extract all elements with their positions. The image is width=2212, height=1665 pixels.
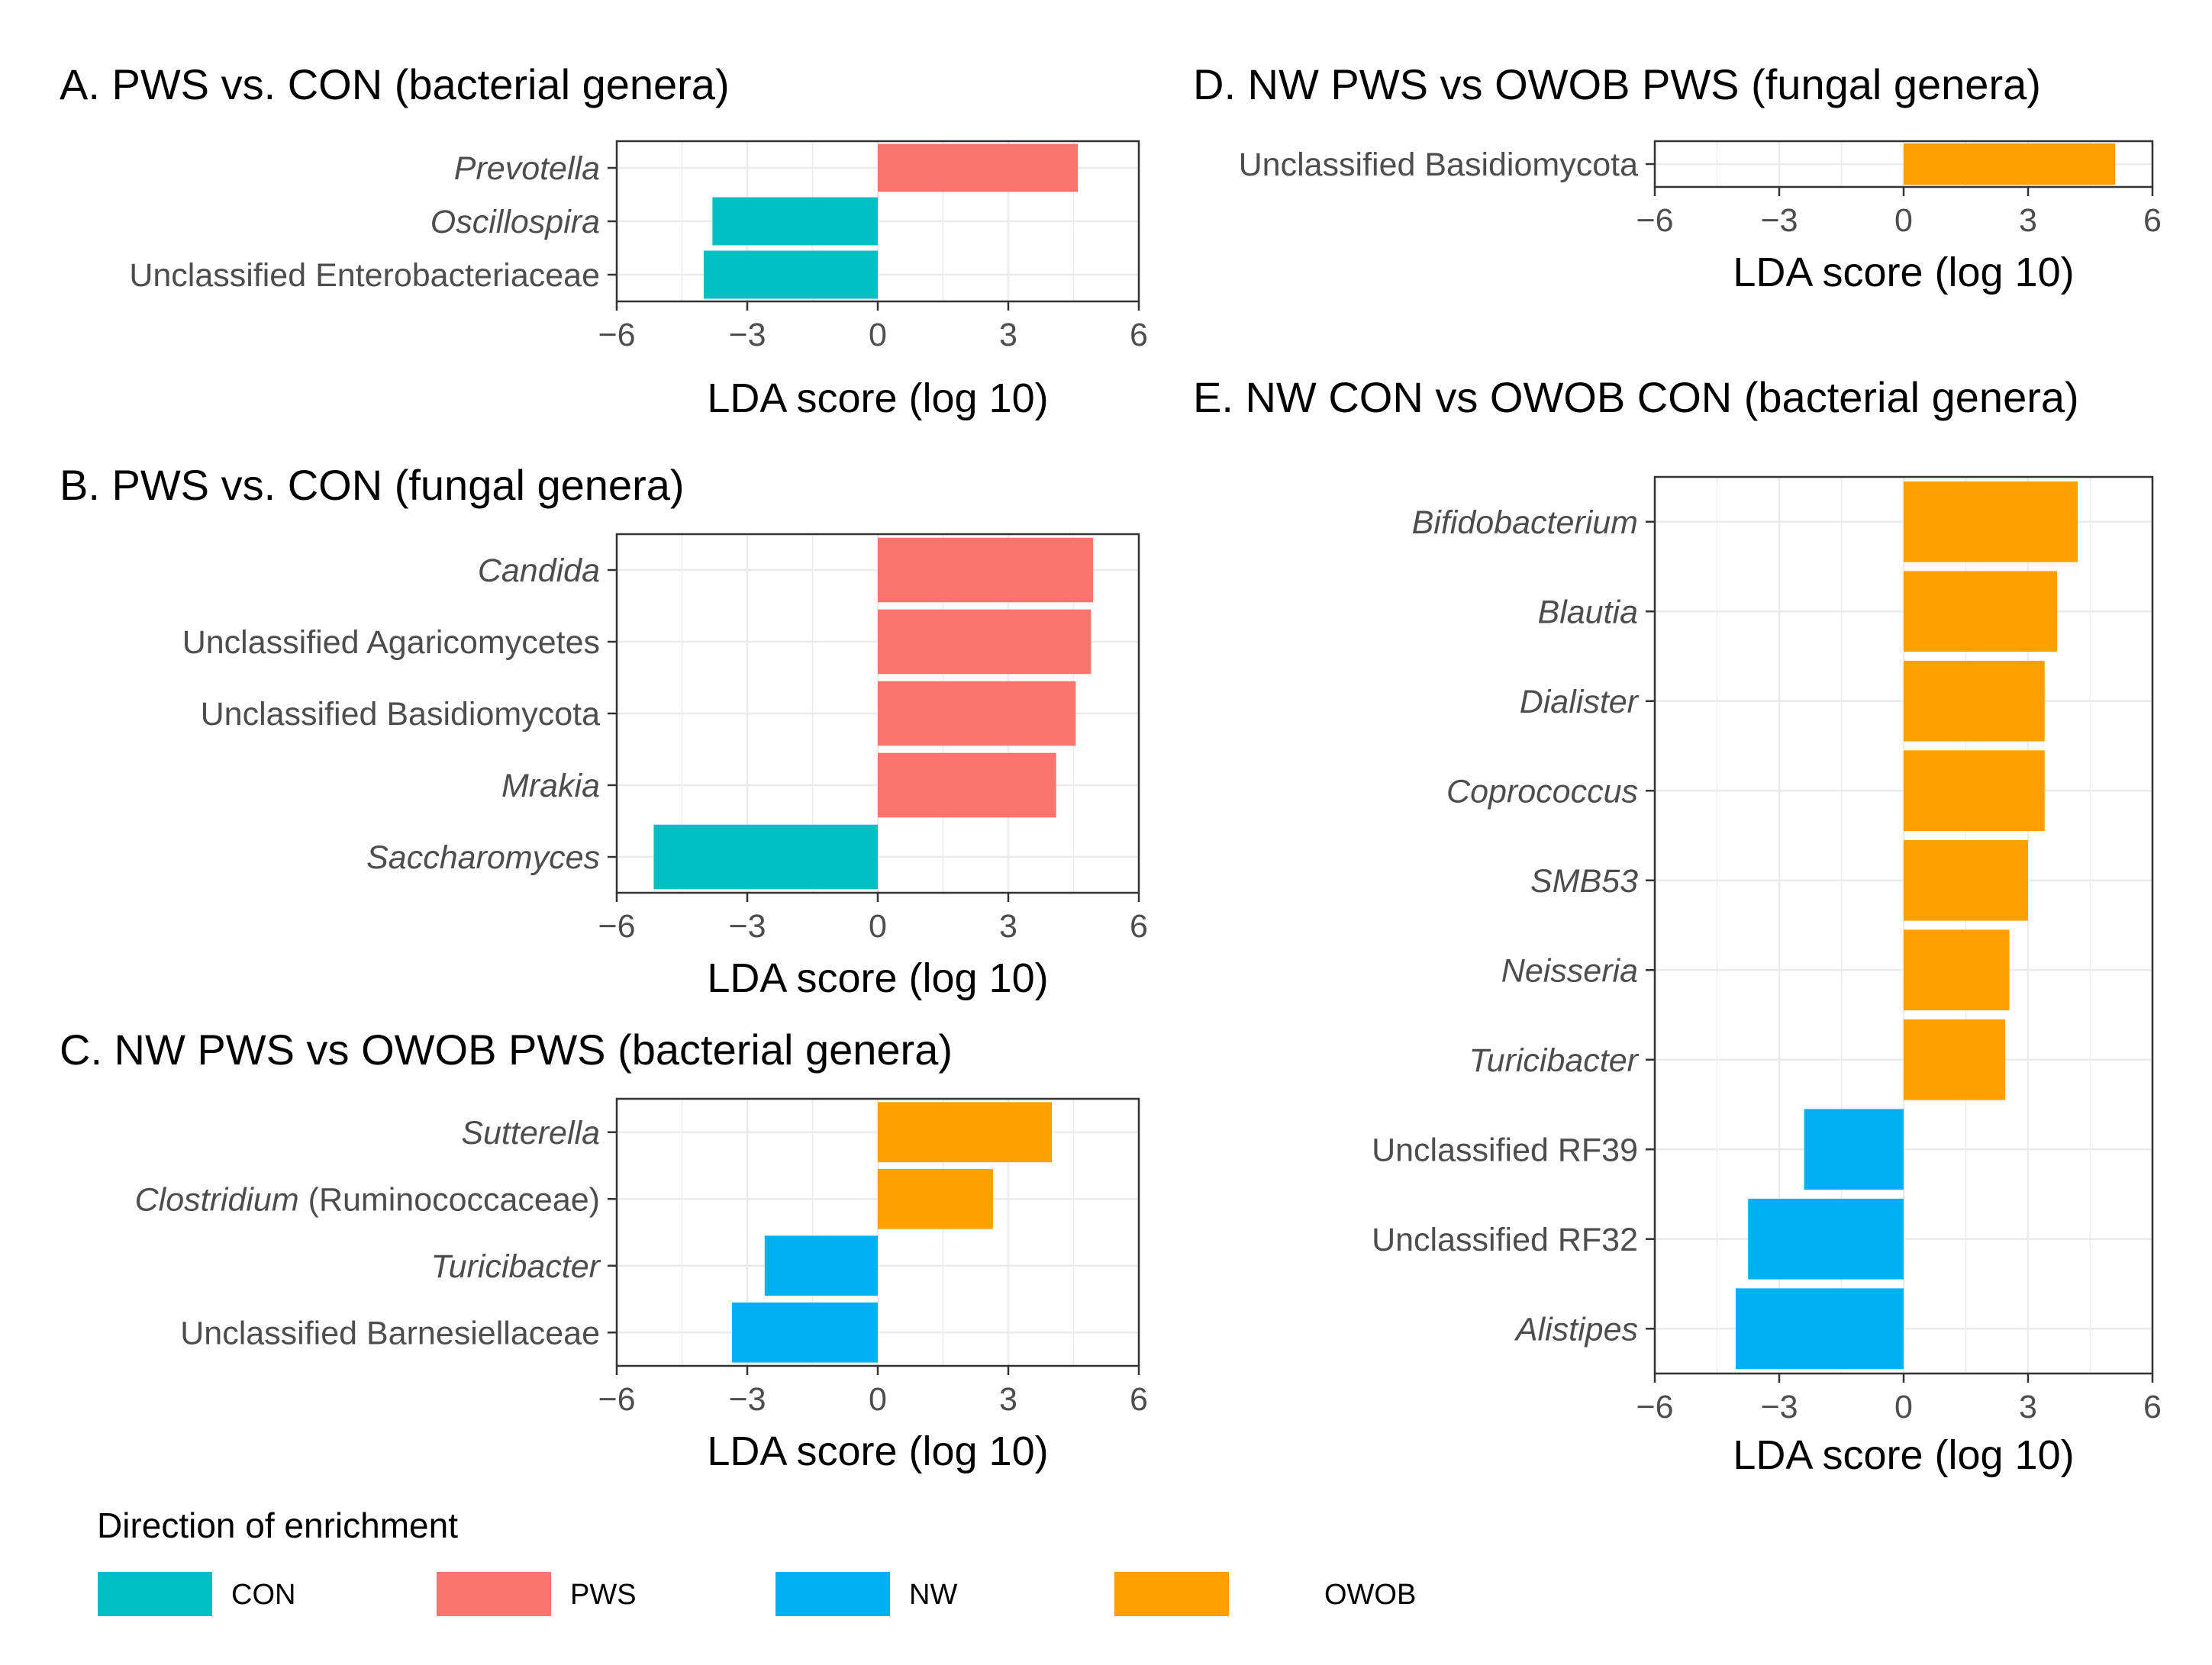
- bar: [1804, 1109, 1904, 1190]
- legend-swatch-owob: [1114, 1572, 1229, 1616]
- x-tick-label: 6: [2143, 202, 2162, 239]
- bar: [1904, 660, 2045, 742]
- category-label: Unclassified Barnesiellaceae: [180, 1315, 600, 1351]
- bar: [878, 609, 1091, 675]
- x-tick-label: −6: [598, 1381, 635, 1418]
- x-tick-label: 3: [2019, 1389, 2037, 1425]
- bar: [1904, 571, 2058, 652]
- panel-d: D. NW PWS vs OWOB PWS (fungal genera) Unc…: [1193, 60, 2162, 295]
- x-axis-label: LDA score (log 10): [707, 1428, 1048, 1474]
- x-tick-label: −6: [598, 908, 635, 945]
- category-label: Turicibacter: [1469, 1042, 1640, 1079]
- x-tick-label: 0: [1894, 202, 1913, 239]
- bar: [878, 752, 1056, 818]
- category-label: Mrakia: [501, 768, 600, 804]
- bar: [1904, 1019, 2006, 1100]
- legend-title: Direction of enrichment: [97, 1506, 458, 1545]
- category-label: Unclassified Basidiomycota: [1239, 147, 1638, 183]
- bar: [1904, 839, 2028, 921]
- bar: [1904, 143, 2116, 185]
- category-label: Candida: [478, 552, 600, 589]
- chart-panels: A. PWS vs. CON (bacterial genera) Prevote…: [60, 60, 2162, 1478]
- bar: [704, 250, 878, 299]
- legend-label-pws: PWS: [570, 1579, 637, 1611]
- x-tick-label: −3: [728, 908, 766, 945]
- bar: [878, 1102, 1052, 1163]
- x-tick-label: −6: [598, 317, 635, 353]
- category-label: Unclassified Enterobacteriaceae: [129, 257, 600, 294]
- panel-title: D. NW PWS vs OWOB PWS (fungal genera): [1193, 60, 2041, 108]
- x-tick-label: −6: [1636, 1389, 1673, 1425]
- panel-e: E. NW CON vs OWOB CON (bacterial genera)…: [1193, 373, 2162, 1478]
- category-label: Unclassified RF32: [1372, 1222, 1638, 1258]
- category-label: Prevotella: [454, 150, 600, 187]
- category-label: Dialister: [1520, 684, 1640, 720]
- x-tick-label: 6: [1130, 317, 1148, 353]
- category-label: SMB53: [1530, 863, 1638, 900]
- bar: [1735, 1288, 1904, 1370]
- bar: [653, 824, 878, 890]
- bar: [732, 1302, 878, 1363]
- x-tick-label: 6: [1130, 1381, 1148, 1418]
- legend-swatch-con: [98, 1572, 212, 1616]
- category-label: Unclassified Basidiomycota: [201, 696, 600, 733]
- x-tick-label: 3: [999, 908, 1017, 945]
- bar: [878, 537, 1094, 603]
- x-tick-label: 0: [869, 1381, 887, 1418]
- x-tick-label: −6: [1636, 202, 1673, 239]
- category-label: Alistipes: [1514, 1311, 1638, 1348]
- legend-label-con: CON: [231, 1579, 295, 1611]
- legend-swatch-nw: [775, 1572, 890, 1616]
- legend-label-nw: NW: [909, 1579, 957, 1611]
- category-label: Sutterella: [461, 1115, 600, 1151]
- category-label: Coprococcus: [1446, 773, 1638, 810]
- bar: [878, 681, 1076, 746]
- x-tick-label: −3: [728, 317, 766, 353]
- x-axis-label: LDA score (log 10): [707, 375, 1048, 421]
- legend-label-owob: OWOB: [1324, 1579, 1416, 1611]
- category-label: Oscillospira: [430, 204, 600, 240]
- x-tick-label: 0: [869, 317, 887, 353]
- x-tick-label: 3: [999, 317, 1017, 353]
- legend: Direction of enrichment CON PWS NW OWOB: [97, 1506, 1416, 1616]
- bar: [764, 1235, 878, 1296]
- x-tick-label: 3: [2019, 202, 2037, 239]
- x-tick-label: −3: [1760, 202, 1798, 239]
- bar: [1904, 750, 2045, 832]
- category-label: Bifidobacterium: [1412, 504, 1638, 541]
- panel-b: B. PWS vs. CON (fungal genera) Candida Unc…: [60, 461, 1148, 1001]
- category-label: Turicibacter: [431, 1248, 601, 1285]
- bar: [1748, 1198, 1904, 1280]
- x-tick-label: 0: [1894, 1389, 1913, 1425]
- category-label: Unclassified RF39: [1372, 1132, 1638, 1168]
- bar: [878, 1168, 994, 1229]
- x-tick-label: −3: [728, 1381, 766, 1418]
- bar: [712, 197, 878, 246]
- panel-title: A. PWS vs. CON (bacterial genera): [60, 60, 730, 108]
- x-tick-label: 0: [869, 908, 887, 945]
- x-tick-label: 6: [2143, 1389, 2162, 1425]
- category-label: Neisseria: [1501, 952, 1638, 989]
- category-label: Saccharomyces: [366, 839, 600, 876]
- bar: [1904, 929, 2010, 1011]
- x-tick-label: 6: [1130, 908, 1148, 945]
- panel-a: A. PWS vs. CON (bacterial genera) Prevote…: [60, 60, 1148, 421]
- panel-c: C. NW PWS vs OWOB PWS (bacterial genera)…: [60, 1026, 1148, 1474]
- category-label: Unclassified Agaricomycetes: [182, 624, 600, 661]
- bar: [1904, 481, 2078, 562]
- panel-title: B. PWS vs. CON (fungal genera): [60, 461, 685, 509]
- legend-swatch-pws: [437, 1572, 551, 1616]
- bar: [878, 143, 1079, 192]
- x-tick-label: −3: [1760, 1389, 1798, 1425]
- category-label: Blautia: [1538, 594, 1638, 630]
- category-label: Clostridium (Ruminococcaceae): [135, 1181, 600, 1218]
- panel-title: E. NW CON vs OWOB CON (bacterial genera): [1193, 373, 2079, 421]
- panel-title: C. NW PWS vs OWOB PWS (bacterial genera): [60, 1026, 953, 1074]
- x-axis-label: LDA score (log 10): [1733, 1432, 2074, 1478]
- x-axis-label: LDA score (log 10): [1733, 250, 2074, 295]
- x-tick-label: 3: [999, 1381, 1017, 1418]
- x-axis-label: LDA score (log 10): [707, 955, 1048, 1001]
